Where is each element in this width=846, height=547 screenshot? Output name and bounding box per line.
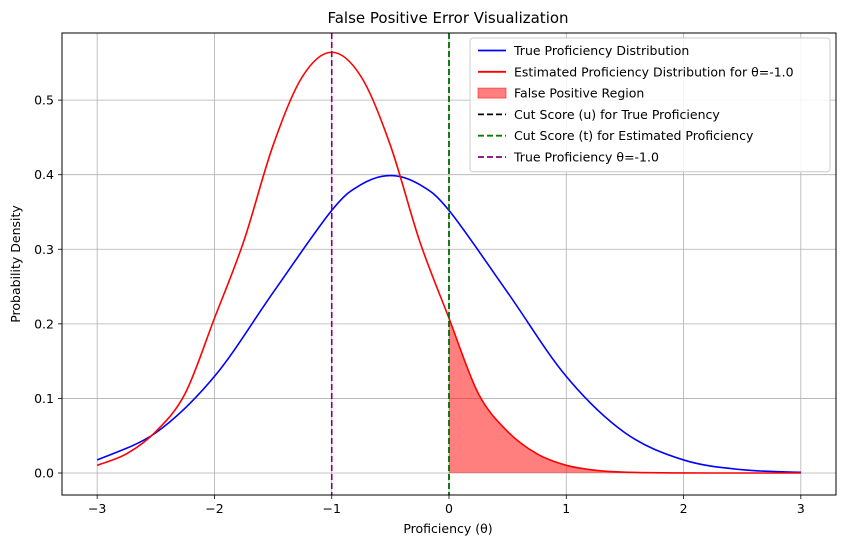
y-tick-label: 0.4	[34, 167, 54, 182]
estimated-proficiency-curve	[96, 51, 801, 474]
legend: True Proficiency Distribution Estimated P…	[469, 37, 831, 173]
legend-label: True Proficiency Distribution	[513, 43, 689, 58]
y-tick-label: 0.2	[34, 316, 54, 331]
legend-label: False Positive Region	[514, 86, 644, 101]
fill-layer	[449, 318, 801, 474]
y-tick-label: 0.3	[34, 242, 54, 257]
axis-ticks: −3 −2 −1 0 1 2 3 0.0 0.1 0.2 0.3 0.4 0.5	[34, 93, 805, 516]
y-tick-label: 0.1	[34, 391, 54, 406]
legend-swatch	[477, 87, 507, 99]
x-tick-label: −1	[323, 501, 341, 516]
y-tick-label: 0.0	[34, 466, 54, 481]
legend-label: Cut Score (u) for True Proficiency	[514, 107, 720, 122]
x-tick-label: 2	[680, 501, 688, 516]
chart-title: False Positive Error Visualization	[327, 9, 568, 27]
true-proficiency-curve	[96, 174, 801, 474]
x-tick-label: 3	[797, 501, 805, 516]
x-tick-label: −2	[205, 501, 223, 516]
y-tick-label: 0.5	[34, 93, 54, 108]
legend-label: Cut Score (t) for Estimated Proficiency	[514, 128, 754, 143]
vertical-lines	[330, 33, 450, 495]
false-positive-region	[449, 318, 801, 474]
x-tick-label: −3	[88, 501, 106, 516]
x-tick-label: 1	[562, 501, 570, 516]
legend-label: Estimated Proficiency Distribution for θ…	[514, 64, 794, 79]
series-lines	[96, 51, 801, 474]
y-axis-label: Probability Density	[8, 205, 23, 323]
legend-box	[469, 37, 831, 173]
x-axis-label: Proficiency (θ)	[403, 521, 492, 536]
x-tick-label: 0	[445, 501, 453, 516]
legend-label: True Proficiency θ=-1.0	[513, 150, 659, 165]
